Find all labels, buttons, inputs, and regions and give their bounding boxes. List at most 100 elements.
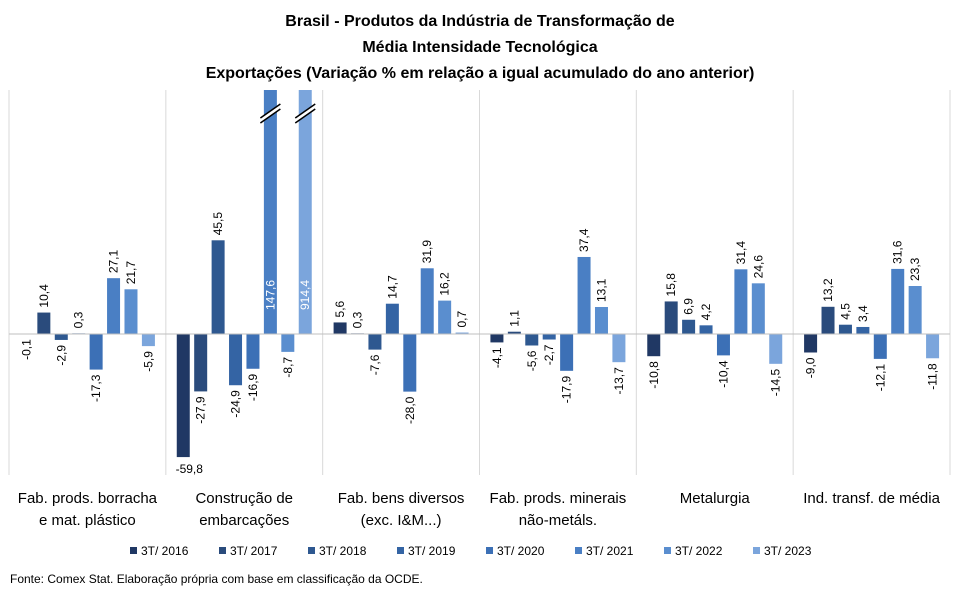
data-label: -17,3 (89, 374, 103, 402)
bar (908, 286, 922, 334)
bar (37, 312, 51, 334)
bar (455, 332, 469, 334)
bar (124, 289, 138, 334)
data-label: -10,4 (716, 360, 730, 388)
data-label: -4,1 (490, 347, 504, 368)
axis-break (259, 108, 281, 124)
bar (176, 333, 190, 458)
data-label: -16,9 (246, 373, 260, 401)
bar (107, 278, 121, 334)
data-label: 21,7 (124, 261, 138, 285)
data-label: 4,5 (838, 303, 852, 320)
axis-break (260, 104, 281, 123)
bar (577, 256, 591, 334)
bar (385, 303, 399, 334)
bar (838, 324, 852, 334)
axis-break (259, 103, 281, 119)
bar (263, 90, 277, 334)
legend-swatch (130, 547, 137, 554)
data-label: -12,1 (873, 364, 887, 392)
bar (368, 333, 382, 350)
data-label: 45,5 (211, 212, 225, 236)
data-label: 914,4 (298, 280, 312, 310)
bar (699, 325, 713, 334)
bar (804, 333, 818, 353)
data-label: 31,6 (891, 240, 905, 264)
data-label: 27,1 (107, 249, 121, 273)
bar (141, 333, 155, 347)
legend-swatch (753, 547, 760, 554)
x-tick-label: Fab. prods. borracha e mat. plástico (17, 490, 158, 529)
bar (194, 333, 208, 392)
data-label: 1,1 (507, 310, 521, 327)
data-label: 15,8 (664, 273, 678, 297)
data-label: 31,4 (734, 241, 748, 265)
legend-swatch (664, 547, 671, 554)
legend-label: 3T/ 2018 (319, 544, 367, 558)
legend-swatch (397, 547, 404, 554)
x-tick-label: Fab. prods. minerais não-metáls. (489, 490, 627, 529)
data-label: 147,6 (263, 280, 277, 310)
bar (647, 333, 661, 357)
legend-label: 3T/ 2016 (141, 544, 189, 558)
x-tick-label: Fab. bens diversos (exc. I&M...) (337, 490, 465, 529)
bar (403, 333, 417, 392)
data-label: -7,6 (368, 354, 382, 375)
data-label: -59,8 (176, 462, 204, 476)
data-label: -9,0 (804, 357, 818, 378)
bar (734, 269, 748, 334)
data-label: 0,3 (72, 311, 86, 328)
bar (891, 268, 905, 334)
data-label: 31,9 (420, 240, 434, 264)
legend-swatch (308, 547, 315, 554)
data-label: 3,4 (856, 305, 870, 322)
bar (211, 240, 225, 334)
bar (333, 322, 347, 334)
data-label: 4,2 (699, 303, 713, 320)
legend-label: 3T/ 2017 (230, 544, 278, 558)
data-label: 23,3 (908, 257, 922, 281)
bar (716, 333, 730, 356)
legend-label: 3T/ 2019 (408, 544, 456, 558)
bar (298, 90, 312, 334)
data-label: 0,7 (455, 311, 469, 328)
bar (751, 283, 765, 334)
data-label: 10,4 (37, 284, 51, 308)
chart-title: Exportações (Variação % em relação a igu… (206, 65, 755, 82)
data-label: -5,9 (141, 351, 155, 372)
legend-swatch (219, 547, 226, 554)
data-label: -5,6 (525, 350, 539, 371)
data-label: -2,9 (54, 345, 68, 366)
legend-label: 3T/ 2021 (586, 544, 634, 558)
x-tick-label: Construção de embarcações (195, 490, 294, 529)
data-label: -27,9 (194, 396, 208, 424)
chart-title: Média Intensidade Tecnológica (362, 39, 597, 56)
bar (594, 307, 608, 334)
bar (281, 333, 295, 352)
data-label: 0,3 (351, 311, 365, 328)
data-label: -0,1 (19, 339, 33, 360)
bar (246, 333, 260, 369)
axis-break (294, 103, 316, 119)
data-label: -11,8 (926, 363, 940, 390)
data-label: 6,9 (682, 298, 696, 315)
bar (420, 268, 434, 334)
legend-label: 3T/ 2020 (497, 544, 545, 558)
data-label: -17,9 (560, 376, 574, 404)
data-label: -10,8 (647, 361, 661, 389)
bar (682, 319, 696, 334)
bar (769, 333, 783, 364)
bar (438, 300, 452, 334)
bar (873, 333, 887, 359)
data-label: 16,2 (438, 272, 452, 296)
legend-label: 3T/ 2023 (764, 544, 812, 558)
chart-title: Brasil - Produtos da Indústria de Transf… (285, 13, 675, 30)
legend-swatch (575, 547, 582, 554)
legend-swatch (486, 547, 493, 554)
data-label: -2,7 (542, 344, 556, 365)
bar (856, 326, 870, 334)
data-label: -13,7 (612, 367, 626, 395)
data-label: -14,5 (769, 369, 783, 397)
